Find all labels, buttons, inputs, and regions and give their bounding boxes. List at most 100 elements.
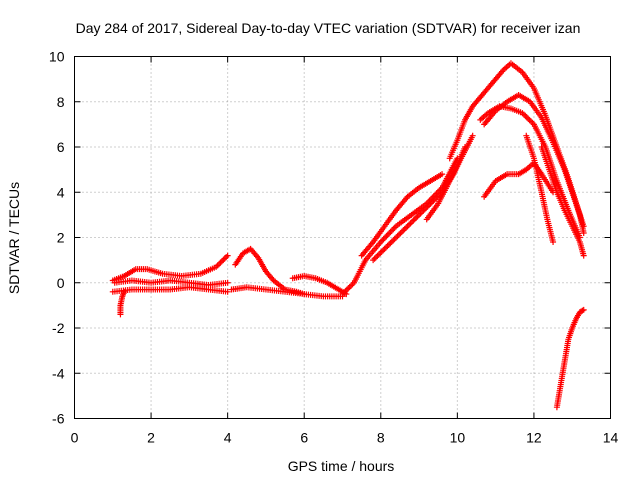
data-point [394, 233, 401, 240]
x-tick-label: 14 [603, 430, 619, 446]
y-tick-label: -4 [52, 365, 65, 381]
data-point [216, 261, 223, 268]
data-point [371, 255, 378, 262]
y-tick-label: 4 [57, 184, 65, 200]
data-point [580, 252, 587, 259]
data-point [381, 245, 388, 252]
data-point [580, 306, 587, 313]
data-point [390, 226, 397, 233]
data-point [224, 279, 231, 286]
series-track-m [481, 91, 587, 230]
x-tick-label: 4 [224, 430, 232, 446]
data-point [218, 258, 225, 265]
data-point [217, 259, 224, 266]
data-point [525, 115, 532, 122]
data-point [387, 228, 394, 235]
data-point [398, 228, 405, 235]
data-point [221, 255, 228, 262]
data-point [220, 256, 227, 263]
x-tick-label: 6 [300, 430, 308, 446]
y-tick-label: 10 [49, 49, 65, 65]
series-track-k [423, 132, 476, 223]
data-point [379, 237, 386, 244]
data-point [522, 112, 529, 119]
data-point [383, 233, 390, 240]
series-track-h [339, 155, 461, 298]
y-tick-label: 0 [57, 275, 65, 291]
data-point [380, 236, 387, 243]
series-track-a [109, 252, 231, 284]
y-tick-label: -2 [52, 320, 65, 336]
data-point [388, 227, 395, 234]
data-point [397, 230, 404, 237]
data-point [224, 252, 231, 259]
series-track-i [358, 171, 446, 259]
data-point [383, 244, 390, 251]
data-point [388, 238, 395, 245]
y-tick-label: -6 [52, 411, 65, 427]
data-point [391, 235, 398, 242]
data-point [390, 237, 397, 244]
grid [74, 56, 611, 419]
series-track-p [523, 132, 557, 246]
series-track-q [538, 144, 587, 259]
data-point [579, 307, 586, 314]
y-tick-label: 8 [57, 94, 65, 110]
data-point [348, 282, 355, 289]
data-point [580, 223, 587, 230]
data-point [224, 288, 231, 295]
data-point [413, 214, 420, 221]
x-tick-label: 12 [526, 430, 542, 446]
data-point [401, 226, 408, 233]
data-point [439, 171, 446, 178]
data-point [395, 231, 402, 238]
data-point [469, 132, 476, 139]
data-point [408, 218, 415, 225]
data-point [550, 239, 557, 246]
data-point [526, 117, 533, 124]
data-point [370, 257, 377, 264]
data-point [393, 234, 400, 241]
x-tick-label: 0 [71, 430, 79, 446]
data-points [109, 60, 587, 411]
data-point [378, 248, 385, 255]
axis-ticks: 0 2 4 6 8 10 12 14 -6 -4 -2 0 2 4 6 8 10 [49, 49, 619, 446]
data-point [121, 288, 128, 295]
x-axis-label: GPS time / hours [288, 458, 395, 474]
data-point [528, 118, 535, 125]
plot-frame [74, 56, 611, 419]
data-point [374, 252, 381, 259]
data-point [346, 283, 353, 290]
data-point [411, 216, 418, 223]
data-point [407, 220, 414, 227]
data-point [410, 217, 417, 224]
data-point [387, 240, 394, 247]
series-track-f [228, 284, 346, 300]
data-point [403, 224, 410, 231]
data-point [373, 254, 379, 261]
data-point [377, 250, 384, 257]
data-point [384, 242, 391, 249]
data-point [385, 241, 392, 248]
series-track-r [553, 306, 587, 411]
y-tick-label: 2 [57, 230, 65, 246]
data-point [345, 285, 352, 292]
data-point [223, 254, 230, 261]
series-track-d [117, 288, 128, 318]
data-point [404, 223, 411, 230]
series-track-g [289, 272, 350, 298]
data-point [386, 230, 393, 237]
x-tick-label: 2 [147, 430, 155, 446]
series-track-n [477, 103, 583, 241]
chart-title: Day 284 of 2017, Sidereal Day-to-day VTE… [76, 20, 581, 36]
x-tick-label: 10 [450, 430, 466, 446]
data-point [380, 247, 387, 254]
y-tick-label: 6 [57, 139, 65, 155]
series-track-b [109, 284, 231, 295]
data-point [406, 221, 413, 228]
data-point [580, 229, 587, 236]
data-point [523, 114, 530, 121]
data-point [381, 234, 388, 241]
data-point [400, 227, 407, 234]
